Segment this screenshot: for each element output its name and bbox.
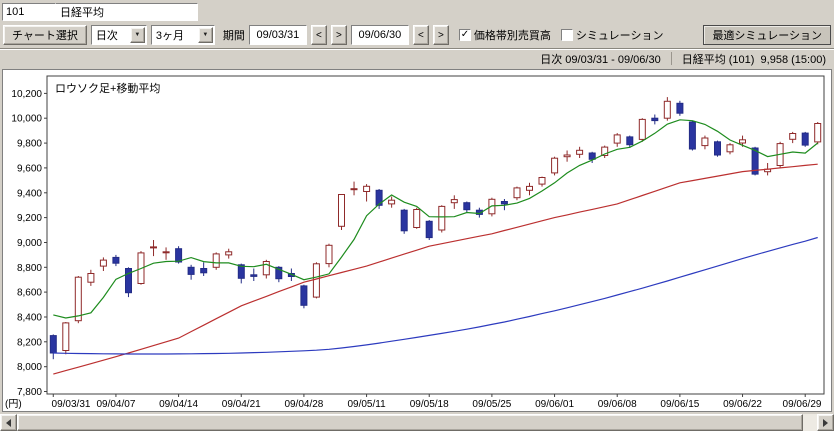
status-range-text: 日次 09/03/31 - 09/06/30 (540, 53, 661, 66)
svg-text:8,400: 8,400 (17, 313, 42, 324)
svg-text:9,800: 9,800 (17, 139, 42, 150)
instrument-code-value: 101 (6, 6, 25, 18)
chart-area: 7,800 8,000 8,200 8,400 8,600 8,800 9,000 9,200… (0, 68, 834, 414)
simulation-label: シミュレーション (575, 30, 664, 42)
chevron-down-icon[interactable]: ▼ (197, 27, 213, 43)
date-to-input[interactable]: 09/06/30 (350, 25, 409, 45)
svg-text:09/04/28: 09/04/28 (284, 399, 323, 410)
horizontal-scrollbar[interactable] (0, 414, 834, 431)
date-from-input[interactable]: 09/03/31 (248, 25, 307, 45)
header-row: 101 日経平均 (0, 0, 834, 22)
scrollbar-thumb[interactable] (17, 414, 803, 431)
scroll-right-button[interactable] (817, 414, 834, 431)
svg-text:(円): (円) (5, 399, 22, 410)
optimal-simulation-button[interactable]: 最適シミュレーション (703, 25, 831, 45)
date-to-next-button[interactable]: > (432, 25, 449, 45)
svg-text:ロウソク足+移動平均: ロウソク足+移動平均 (55, 81, 160, 95)
svg-text:9,000: 9,000 (17, 238, 42, 249)
status-quote-text: 日経平均 (101) 9,958 (15:00) (681, 53, 826, 66)
candlestick-chart: 7,800 8,000 8,200 8,400 8,600 8,800 9,000 9,200… (5, 75, 825, 410)
svg-text:09/06/01: 09/06/01 (535, 399, 574, 410)
chart-select-button[interactable]: チャート選択 (3, 25, 87, 45)
svg-text:8,200: 8,200 (17, 337, 42, 348)
volume-by-price-checkbox[interactable]: ✓ (458, 29, 471, 41)
volume-by-price-label: 価格帯別売買高 (473, 30, 551, 42)
svg-text:09/06/15: 09/06/15 (660, 399, 699, 410)
volume-by-price-option: ✓ 価格帯別売買高 (458, 27, 551, 43)
svg-text:10,000: 10,000 (11, 114, 42, 125)
chart-panel: 7,800 8,000 8,200 8,400 8,600 8,800 9,000 9,200… (2, 69, 832, 412)
svg-text:09/04/14: 09/04/14 (159, 399, 198, 410)
right-arrow-icon: > (437, 29, 444, 41)
svg-text:09/03/31: 09/03/31 (52, 399, 91, 410)
left-arrow-icon: < (417, 29, 424, 41)
svg-text:09/05/11: 09/05/11 (347, 399, 386, 410)
status-divider (670, 52, 672, 65)
svg-text:09/06/08: 09/06/08 (598, 399, 637, 410)
svg-text:09/04/07: 09/04/07 (96, 399, 135, 410)
svg-text:8,800: 8,800 (17, 263, 42, 274)
chevron-down-icon[interactable]: ▼ (129, 27, 145, 43)
interval-dropdown[interactable]: 日次 ▼ (90, 25, 147, 45)
range-dropdown[interactable]: 3ヶ月 ▼ (150, 25, 215, 45)
svg-text:09/05/18: 09/05/18 (410, 399, 449, 410)
svg-text:9,400: 9,400 (17, 188, 42, 199)
svg-text:09/04/21: 09/04/21 (222, 399, 261, 410)
svg-text:10,200: 10,200 (11, 89, 42, 100)
left-arrow-icon (6, 418, 11, 427)
svg-text:8,600: 8,600 (17, 288, 42, 299)
date-from-next-button[interactable]: > (330, 25, 347, 45)
date-from-prev-button[interactable]: < (310, 25, 327, 45)
right-arrow-icon (823, 418, 828, 427)
chart-toolbar: チャート選択 日次 ▼ 3ヶ月 ▼ 期間 09/03/31 < > 09/06/… (0, 22, 834, 48)
svg-text:7,800: 7,800 (17, 387, 42, 398)
interval-value: 日次 (95, 30, 118, 42)
right-arrow-icon: > (335, 29, 342, 41)
svg-text:9,600: 9,600 (17, 163, 42, 174)
status-bar: 日次 09/03/31 - 09/06/30 日経平均 (101) 9,958 … (0, 48, 834, 68)
range-value: 3ヶ月 (155, 30, 185, 42)
period-label: 期間 (222, 30, 245, 42)
svg-text:9,200: 9,200 (17, 213, 42, 224)
instrument-name-field: 日経平均 (56, 3, 198, 21)
svg-text:8,000: 8,000 (17, 362, 42, 373)
svg-text:09/06/22: 09/06/22 (723, 399, 762, 410)
left-arrow-icon: < (315, 29, 322, 41)
scroll-left-button[interactable] (0, 414, 17, 431)
instrument-name-value: 日経平均 (60, 7, 104, 19)
simulation-checkbox[interactable] (560, 29, 573, 41)
svg-text:09/05/25: 09/05/25 (472, 399, 511, 410)
date-to-prev-button[interactable]: < (412, 25, 429, 45)
svg-text:09/06/29: 09/06/29 (783, 399, 822, 410)
simulation-option: シミュレーション (560, 27, 664, 43)
instrument-code-input[interactable]: 101 (2, 3, 56, 21)
